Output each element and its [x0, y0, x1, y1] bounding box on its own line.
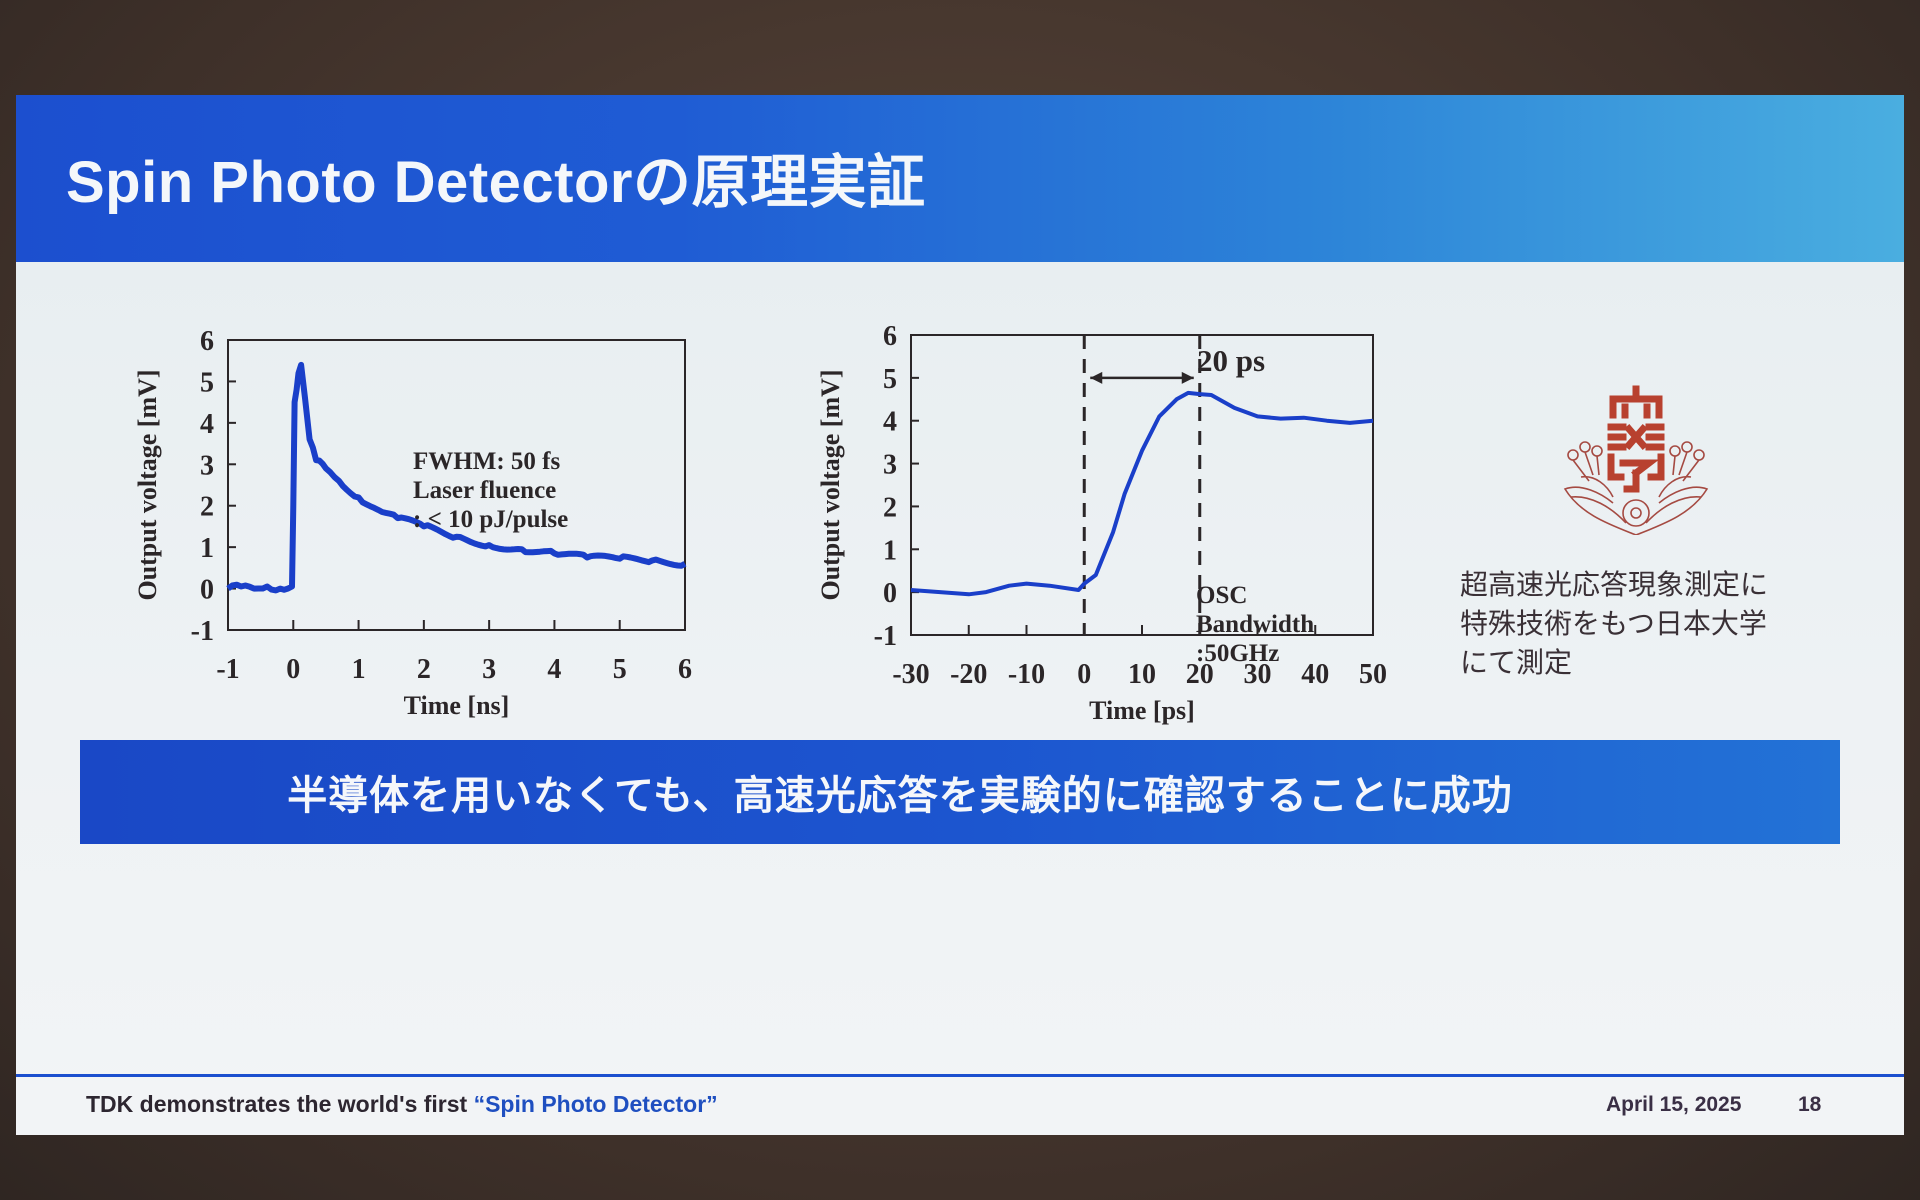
university-note-line: 超高速光応答現象測定に [1460, 568, 1769, 601]
university-note-line: 特殊技術をもつ日本大学 [1460, 607, 1767, 640]
x-tick-label: -30 [892, 659, 929, 690]
y-tick-label: 6 [883, 321, 897, 352]
bandwidth-value: :50GHz [1196, 640, 1280, 667]
y-tick-label: 5 [883, 364, 897, 395]
y-tick-label: 3 [200, 450, 214, 481]
university-note: 超高速光応答現象測定に 特殊技術をもつ日本大学 にて測定 [1460, 565, 1860, 682]
slide: Spin Photo Detectorの原理実証 6 5 4 3 2 1 0 -1 -1 0 1 2 3… [16, 95, 1904, 1135]
x-tick-label: 0 [286, 654, 300, 685]
fluence-value: : < 10 pJ/pulse [413, 506, 569, 533]
y-tick-label: 4 [883, 407, 897, 438]
x-tick-label: 5 [613, 654, 627, 685]
x-tick-label: 3 [482, 654, 496, 685]
conclusion-text: 半導体を用いなくても、高速光応答を実験的に確認することに成功 [287, 773, 1513, 819]
y-tick-label: 5 [200, 367, 214, 398]
x-axis-label: Time [ps] [1089, 696, 1195, 725]
title-band: Spin Photo Detectorの原理実証 [16, 95, 1904, 262]
x-tick-label: 1 [352, 654, 366, 685]
chart-ns-response: 6 5 4 3 2 1 0 -1 -1 0 1 2 3 4 5 6 Time [ns] Output voltag… [116, 325, 736, 725]
nihon-university-logo-icon [1563, 385, 1709, 535]
x-tick-label: 50 [1359, 659, 1387, 690]
rise-time-label: 20 ps [1197, 343, 1266, 378]
fwhm-label: FWHM: 50 fs [413, 448, 561, 475]
data-trace [910, 390, 1374, 597]
x-tick-label: -1 [216, 654, 239, 685]
fluence-label: Laser fluence [413, 477, 557, 504]
y-tick-label: 0 [883, 578, 897, 609]
y-tick-label: 3 [883, 450, 897, 481]
y-tick-label: 0 [200, 575, 214, 606]
bandwidth-label: Bandwidth [1196, 611, 1315, 638]
footer-date: April 15, 2025 [1606, 1093, 1742, 1116]
y-tick-label: 2 [883, 492, 897, 523]
page-number: 18 [1798, 1093, 1822, 1116]
y-tick-label: 4 [200, 409, 214, 440]
data-trace [226, 361, 687, 594]
footer-divider [16, 1074, 1904, 1077]
chart-ns-plot: 6 5 4 3 2 1 0 -1-1 0 1 2 3 4 5 6 Time [ns] Output voltag… [133, 326, 692, 720]
x-axis-label: Time [ns] [404, 691, 510, 720]
y-tick-label: 6 [200, 326, 214, 357]
footer-caption-highlight: “Spin Photo Detector” [473, 1091, 718, 1117]
y-tick-label: -1 [191, 616, 214, 647]
x-tick-label: 40 [1301, 659, 1329, 690]
x-tick-label: 6 [678, 654, 692, 685]
y-axis-label: Output voltage [mV] [816, 369, 845, 600]
plot-frame [227, 339, 686, 631]
x-tick-label: 4 [547, 654, 561, 685]
slide-title: Spin Photo Detectorの原理実証 [66, 150, 926, 215]
x-tick-label: 2 [417, 654, 431, 685]
chart-ps-response: 6 5 4 3 2 1 0 -1 -30 -20 -10 0 10 20 30 40 50 Time [ps] Ou… [776, 321, 1396, 725]
y-axis-label: Output voltage [mV] [133, 369, 162, 600]
y-tick-label: 2 [200, 492, 214, 523]
osc-annotation: OSC Bandwidth :50GHz [1196, 581, 1314, 668]
x-tick-label: 0 [1077, 659, 1091, 690]
footer-caption: TDK demonstrates the world's first “Spin… [86, 1091, 718, 1118]
y-tick-label: -1 [874, 621, 897, 652]
osc-label: OSC [1196, 582, 1248, 609]
chart1-annotation: FWHM: 50 fs Laser fluence : < 10 pJ/puls… [413, 447, 568, 534]
university-note-line: にて測定 [1460, 646, 1573, 679]
conclusion-banner: 半導体を用いなくても、高速光応答を実験的に確認することに成功 [80, 740, 1840, 844]
y-tick-label: 1 [883, 535, 897, 566]
x-tick-label: -10 [1008, 659, 1045, 690]
footer-caption-prefix: TDK demonstrates the world's first [86, 1091, 474, 1117]
x-tick-label: 20 [1186, 659, 1214, 690]
x-tick-label: 10 [1128, 659, 1156, 690]
x-tick-label: -20 [950, 659, 987, 690]
x-tick-label: 30 [1244, 659, 1272, 690]
y-tick-label: 1 [200, 533, 214, 564]
